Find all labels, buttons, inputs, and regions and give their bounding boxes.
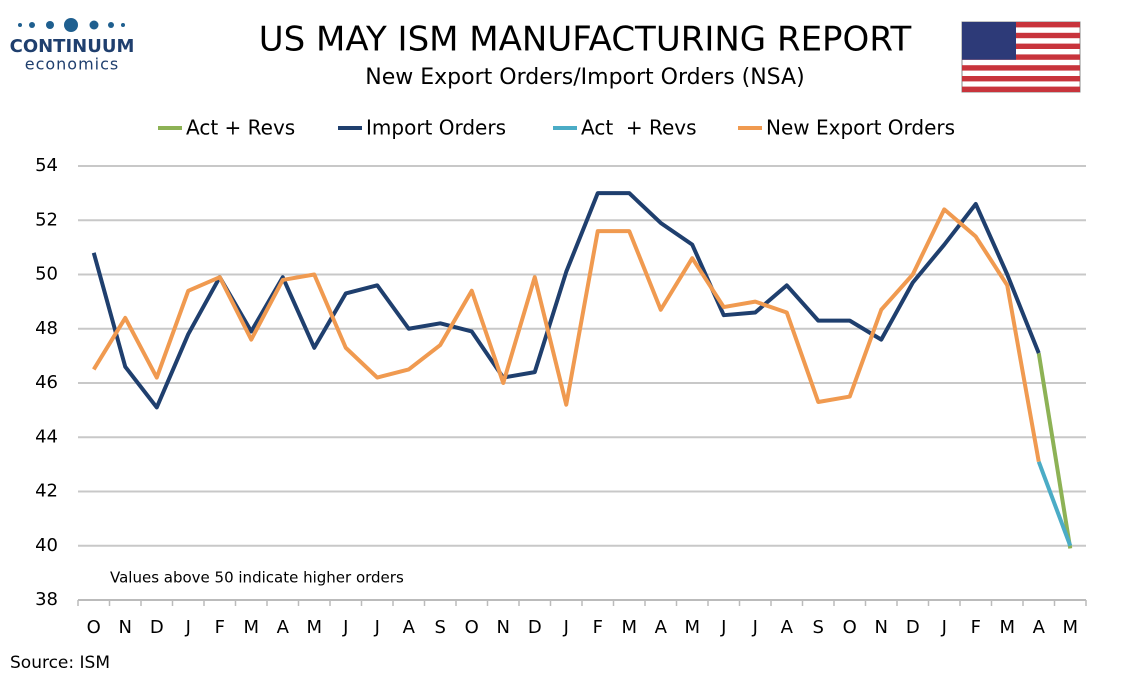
x-tick-label: J [720,617,726,638]
x-tick-label: F [971,617,981,638]
y-tick-label: 44 [35,426,58,447]
x-tick-label: F [593,617,603,638]
x-tick-label: O [87,617,101,638]
x-tick-label: J [342,617,348,638]
y-tick-label: 50 [35,264,58,285]
series-line [92,207,1041,463]
x-tick-label: D [150,617,164,638]
x-tick-label: J [752,617,758,638]
logo-tagline: economics [25,55,120,74]
x-tick-label: M [243,617,259,638]
x-tick-label: J [563,617,569,638]
x-tick-label: A [277,617,290,638]
x-tick-label: O [465,617,479,638]
series-line [91,191,1041,410]
y-tick-label: 54 [35,155,58,176]
annotation: Values above 50 indicate higher orders [110,569,404,587]
x-tick-label: J [941,617,947,638]
x-tick-label: N [497,617,510,638]
x-tick-label: D [906,617,920,638]
x-tick-label: M [1062,617,1078,638]
y-tick-label: 46 [35,372,58,393]
y-tick-label: 52 [35,209,58,230]
y-tick-label: 40 [35,535,58,556]
legend-label: Act + Revs [186,116,295,140]
x-tick-label: J [374,617,380,638]
x-tick-label: M [306,617,322,638]
x-tick-label: A [1033,617,1046,638]
logo-name: CONTINUUM [10,36,135,57]
series-line [1036,352,1073,549]
x-tick-label: N [119,617,132,638]
x-tick-label: M [621,617,637,638]
x-tick-label: M [684,617,700,638]
x-tick-label: N [875,617,888,638]
x-tick-label: A [781,617,794,638]
chart-title: US MAY ISM MANUFACTURING REPORT [259,20,912,60]
logo: CONTINUUM economics [10,18,135,74]
x-tick-label: O [843,617,857,638]
y-tick-label: 38 [35,589,58,610]
x-tick-label: A [655,617,668,638]
legend: Act + Revs Import Orders Act + Revs New Exp… [158,116,955,140]
source: Source: ISM [10,653,110,673]
legend-label: Act + Revs [581,116,697,140]
y-tick-label: 42 [35,481,58,502]
legend-label: Import Orders [366,116,506,140]
x-tick-label: M [999,617,1015,638]
chart-subtitle: New Export Orders/Import Orders (NSA) [365,65,804,90]
series-line [1036,460,1073,547]
x-tick-label: F [215,617,225,638]
x-tick-label: A [403,617,416,638]
x-tick-label: J [185,617,191,638]
legend-label: New Export Orders [766,116,955,140]
x-tick-label: S [813,617,824,638]
x-tick-label: D [528,617,542,638]
x-tick-label: S [435,617,446,638]
flag [961,21,1081,93]
y-tick-label: 48 [35,318,58,339]
